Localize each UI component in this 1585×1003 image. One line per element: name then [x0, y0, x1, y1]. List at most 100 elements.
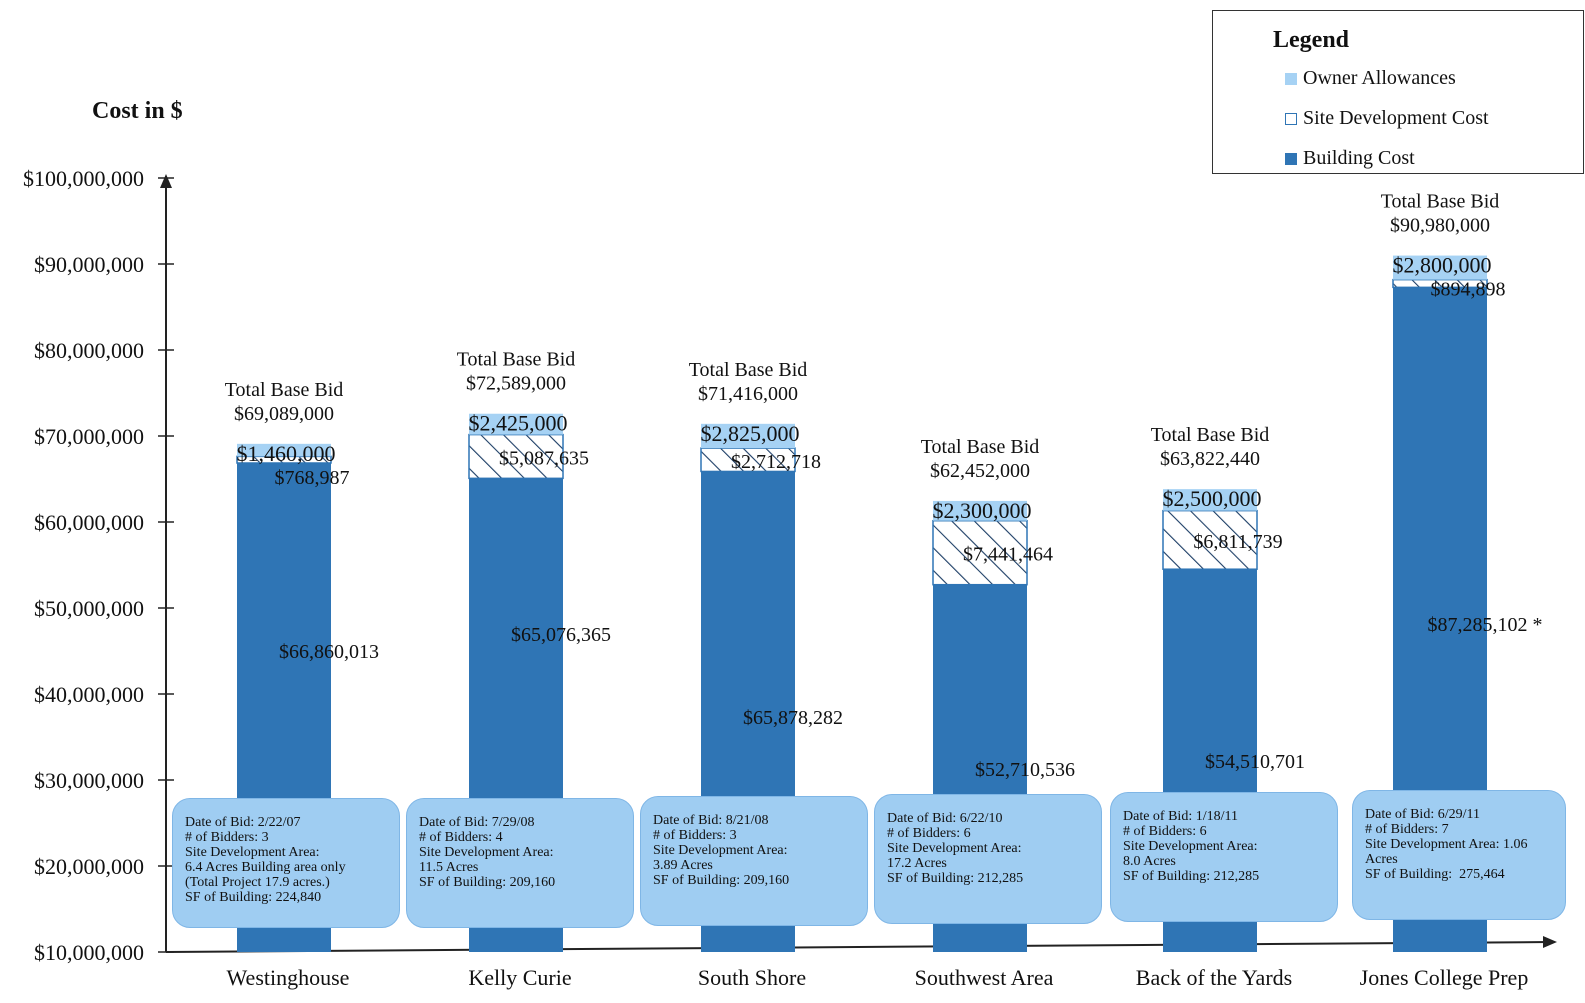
legend-swatch	[1285, 112, 1297, 125]
y-tick-label: $10,000,000	[34, 940, 144, 965]
site-development-label: $2,712,718	[731, 451, 821, 473]
info-box-line: SF of Building: 224,840	[185, 890, 322, 905]
legend-label: Site Development Cost	[1303, 107, 1489, 129]
x-tick-label: Westinghouse	[227, 965, 350, 990]
total-base-bid-label: Total Base Bid	[1381, 191, 1500, 213]
info-box-line: Date of Bid: 8/21/08	[653, 813, 769, 828]
total-base-bid-value: $69,089,000	[234, 403, 334, 425]
info-box-line: SF of Building: 209,160	[653, 873, 790, 888]
bar-site-development-cost	[932, 519, 1028, 586]
owner-allowance-label: $2,500,000	[1163, 486, 1262, 511]
info-box-line: Site Development Area:	[887, 841, 1022, 856]
info-box-line: # of Bidders: 6	[887, 826, 971, 841]
y-tick-label: $40,000,000	[34, 682, 144, 707]
total-base-bid-value: $62,452,000	[930, 460, 1030, 482]
total-base-bid-label: Total Base Bid	[225, 379, 344, 401]
total-base-bid-label: Total Base Bid	[457, 349, 576, 371]
info-box-line: SF of Building: 209,160	[419, 875, 556, 890]
x-tick-label: South Shore	[698, 965, 806, 990]
total-base-bid-label: Total Base Bid	[921, 436, 1040, 458]
info-box-back-of-the-yards: Date of Bid: 1/18/11 # of Bidders: 6 Site …	[1110, 792, 1338, 922]
info-box-line: Date of Bid: 2/22/07	[185, 815, 301, 830]
site-development-label: $894,898	[1431, 279, 1506, 301]
info-box-line: Acres	[1365, 852, 1398, 867]
x-axis-line	[165, 941, 1552, 953]
info-box-line: SF of Building: 212,285	[887, 871, 1024, 886]
legend-item-site-development-cost: Site Development Cost	[1285, 107, 1489, 130]
info-box-line: 6.4 Acres Building area only	[185, 860, 346, 875]
info-box-line: # of Bidders: 3	[185, 830, 269, 845]
legend: Legend Owner Allowances Site Development…	[1212, 10, 1584, 174]
info-box-line: 8.0 Acres	[1123, 854, 1176, 869]
y-tick-label: $50,000,000	[34, 596, 144, 621]
x-tick-label: Jones College Prep	[1360, 965, 1529, 990]
y-tick-label: $80,000,000	[34, 338, 144, 363]
info-box-line: Date of Bid: 7/29/08	[419, 815, 535, 830]
info-box-kelly-curie: Date of Bid: 7/29/08 # of Bidders: 4 Site …	[406, 798, 634, 928]
info-box-line: # of Bidders: 3	[653, 828, 737, 843]
site-development-label: $5,087,635	[499, 447, 589, 469]
info-box-line: Site Development Area:	[185, 845, 320, 860]
bar-owner-allowances	[933, 500, 1027, 521]
y-axis-title: Cost in $	[92, 98, 183, 124]
bar-owner-allowances	[469, 413, 563, 435]
legend-item-owner-allowances: Owner Allowances	[1285, 67, 1456, 90]
bar-owner-allowances	[1163, 489, 1257, 511]
info-box-line: # of Bidders: 4	[419, 830, 503, 845]
info-box-line: Date of Bid: 6/29/11	[1365, 807, 1480, 822]
total-base-bid-value: $90,980,000	[1390, 215, 1490, 237]
legend-item-building-cost: Building Cost	[1285, 147, 1415, 170]
x-tick-label: Back of the Yards	[1136, 965, 1292, 990]
y-tick-label: $70,000,000	[34, 424, 144, 449]
y-tick-label: $30,000,000	[34, 768, 144, 793]
building-cost-label: $66,860,013	[279, 641, 379, 663]
bar-site-development-cost	[468, 433, 564, 480]
owner-allowance-label: $1,460,000	[237, 441, 336, 466]
y-tick-label: $90,000,000	[34, 252, 144, 277]
info-box-westinghouse: Date of Bid: 2/22/07 # of Bidders: 3 Site …	[172, 798, 400, 928]
owner-allowance-label: $2,800,000	[1393, 253, 1492, 278]
total-base-bid-value: $72,589,000	[466, 373, 566, 395]
info-box-southwest-area: Date of Bid: 6/22/10 # of Bidders: 6 Site …	[874, 794, 1102, 924]
building-cost-label: $52,710,536	[975, 759, 1075, 781]
site-development-label: $768,987	[275, 467, 350, 489]
legend-swatch	[1285, 72, 1297, 85]
building-cost-label: $87,285,102 *	[1428, 614, 1543, 636]
legend-label: Owner Allowances	[1303, 67, 1456, 89]
info-box-jones-college-prep: Date of Bid: 6/29/11 # of Bidders: 7 Site …	[1352, 790, 1566, 920]
info-box-line: 17.2 Acres	[887, 856, 947, 871]
info-box-line: # of Bidders: 6	[1123, 824, 1207, 839]
site-development-label: $6,811,739	[1193, 531, 1282, 553]
info-box-line: 3.89 Acres	[653, 858, 713, 873]
info-box-line: Date of Bid: 1/18/11	[1123, 809, 1238, 824]
info-box-line: Site Development Area:	[419, 845, 554, 860]
info-box-line: SF of Building: 275,464	[1365, 867, 1505, 882]
bar-owner-allowances	[701, 423, 795, 449]
info-box-line: SF of Building: 212,285	[1123, 869, 1260, 884]
bar-owner-allowances	[1393, 255, 1487, 280]
x-tick-label: Kelly Curie	[468, 965, 571, 990]
legend-label: Building Cost	[1303, 147, 1415, 169]
total-base-bid-value: $71,416,000	[698, 383, 798, 405]
owner-allowance-label: $2,425,000	[469, 411, 568, 436]
bar-owner-allowances	[237, 443, 331, 457]
y-axis-arrow	[160, 174, 172, 188]
info-box-line: Date of Bid: 6/22/10	[887, 811, 1003, 826]
info-box-line: Site Development Area:	[1123, 839, 1258, 854]
axes: $10,000,000 $20,000,000 $30,000,000 $40,000…	[23, 166, 1557, 965]
total-base-bid-label: Total Base Bid	[1151, 424, 1270, 446]
x-axis-arrow	[1543, 936, 1557, 948]
total-base-bid-value: $63,822,440	[1160, 448, 1260, 470]
info-box-line: # of Bidders: 7	[1365, 822, 1449, 837]
building-cost-label: $54,510,701	[1205, 751, 1305, 773]
y-tick-label: $60,000,000	[34, 510, 144, 535]
legend-title: Legend	[1273, 27, 1350, 53]
legend-swatch	[1285, 152, 1297, 165]
info-box-line: Site Development Area:	[653, 843, 788, 858]
y-tick-label: $100,000,000	[23, 166, 144, 191]
owner-allowance-label: $2,300,000	[933, 498, 1032, 523]
building-cost-label: $65,076,365	[511, 624, 611, 646]
info-box-line: Site Development Area: 1.06	[1365, 837, 1528, 852]
total-base-bid-label: Total Base Bid	[689, 359, 808, 381]
